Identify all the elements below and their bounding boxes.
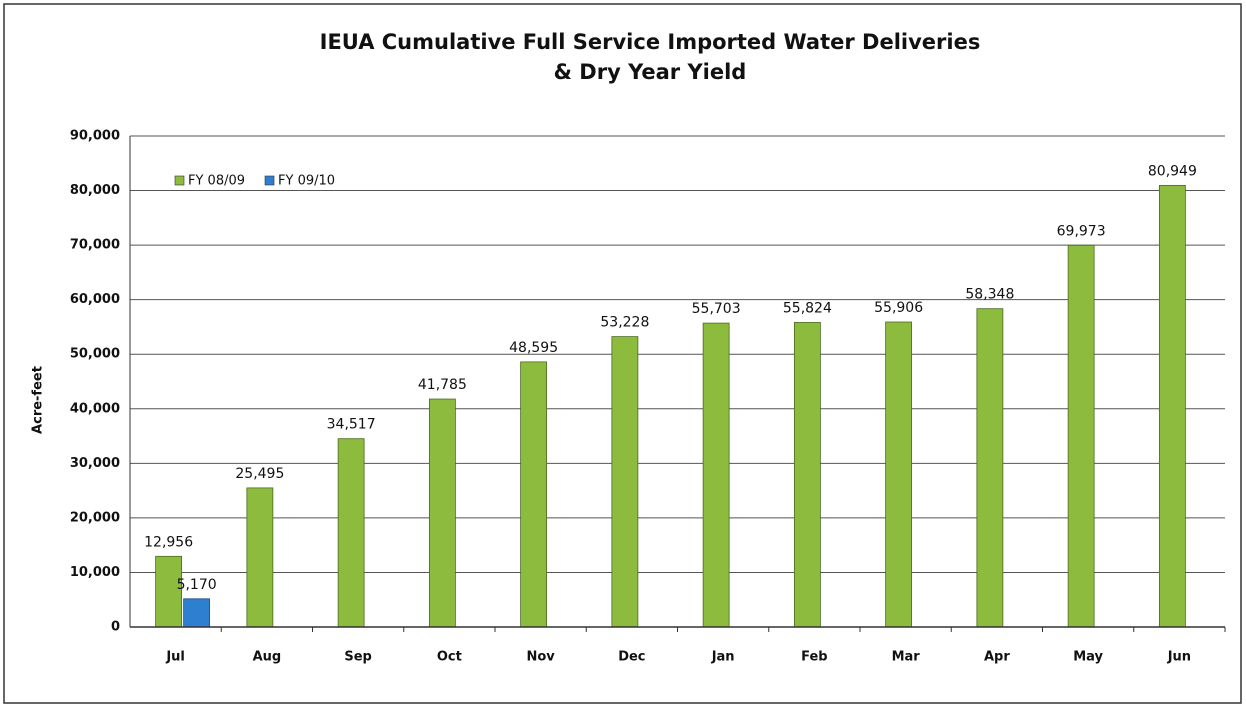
bar — [155, 555, 183, 628]
bar — [885, 321, 913, 628]
bar — [793, 322, 821, 628]
data-label: 80,949 — [1148, 163, 1197, 179]
x-tick-label: Dec — [618, 650, 645, 665]
data-label: 12,956 — [144, 534, 193, 550]
y-tick-label: 20,000 — [70, 510, 120, 525]
x-tick-label: Jun — [1167, 650, 1191, 665]
x-tick-label: Aug — [253, 650, 282, 665]
data-label: 25,495 — [235, 466, 284, 482]
x-tick-label: Feb — [801, 650, 827, 665]
legend-swatch — [264, 175, 275, 186]
data-label: 48,595 — [509, 340, 558, 356]
y-tick-label: 30,000 — [70, 456, 120, 471]
bar — [1158, 184, 1186, 628]
bar — [246, 487, 274, 628]
bar — [183, 598, 211, 628]
data-label: 58,348 — [965, 287, 1014, 303]
y-tick-label: 90,000 — [70, 129, 120, 144]
y-tick-label: 60,000 — [70, 292, 120, 307]
data-label: 55,703 — [692, 301, 741, 317]
data-label: 69,973 — [1057, 223, 1106, 239]
data-label: 34,517 — [327, 417, 376, 433]
x-tick-label: Oct — [437, 650, 462, 665]
x-tick-label: Mar — [892, 650, 921, 665]
legend-label: FY 09/10 — [278, 174, 335, 189]
data-label: 41,785 — [418, 377, 467, 393]
x-tick-label: Jul — [165, 650, 185, 665]
bar — [1067, 244, 1095, 628]
y-tick-label: 70,000 — [70, 238, 120, 253]
bar — [520, 361, 548, 628]
chart-title: IEUA Cumulative Full Service Imported Wa… — [320, 30, 981, 54]
bar — [337, 438, 365, 628]
x-tick-label: Apr — [984, 650, 1010, 665]
data-label: 5,170 — [177, 577, 217, 593]
y-tick-label: 10,000 — [70, 565, 120, 580]
bar — [976, 308, 1004, 628]
x-tick-label: Jan — [711, 650, 735, 665]
y-tick-label: 80,000 — [70, 183, 120, 198]
y-axis-label: Acre-feet — [31, 366, 46, 434]
x-tick-label: May — [1073, 650, 1103, 665]
data-label: 55,824 — [783, 300, 832, 316]
bar — [702, 322, 730, 628]
y-tick-label: 50,000 — [70, 347, 120, 362]
data-label: 53,228 — [600, 315, 649, 331]
data-label: 55,906 — [874, 300, 923, 316]
x-tick-label: Nov — [526, 650, 555, 665]
chart-title: & Dry Year Yield — [554, 60, 747, 84]
legend-label: FY 08/09 — [188, 174, 245, 189]
y-tick-label: 40,000 — [70, 401, 120, 416]
bar — [611, 336, 639, 628]
x-tick-label: Sep — [344, 650, 372, 665]
legend-swatch — [174, 175, 185, 186]
bar — [428, 398, 456, 628]
y-tick-label: 0 — [111, 620, 120, 635]
